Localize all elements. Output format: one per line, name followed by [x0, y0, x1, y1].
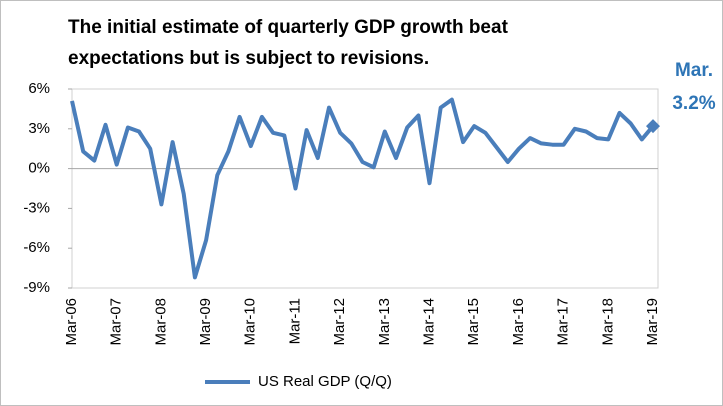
x-tick-label: Mar-18	[599, 298, 616, 346]
x-tick-label: Mar-06	[63, 298, 80, 346]
x-tick-label: Mar-15	[465, 298, 482, 346]
x-tick-label: Mar-11	[286, 298, 303, 344]
x-tick-label: Mar-19	[644, 298, 661, 346]
chart-title: The initial estimate of quarterly GDP gr…	[68, 17, 509, 38]
y-tick-label: -3%	[23, 199, 50, 216]
x-tick-label: Mar-10	[242, 298, 259, 346]
x-tick-label: Mar-13	[376, 298, 393, 346]
x-tick-label: Mar-14	[421, 298, 438, 346]
x-tick-label: Mar-07	[108, 298, 125, 346]
x-tick-label: Mar-16	[510, 298, 527, 346]
annotation: Mar.	[675, 60, 713, 81]
series-line	[70, 97, 655, 280]
y-tick-label: 0%	[28, 160, 50, 177]
last-point-marker	[646, 119, 660, 134]
y-tick-label: 6%	[28, 80, 50, 97]
y-tick-label: -9%	[23, 279, 50, 296]
x-tick-label: Mar-17	[555, 298, 572, 346]
plot-frame	[71, 88, 659, 289]
chart-title: expectations but is subject to revisions…	[68, 48, 429, 69]
x-tick-label: Mar-12	[331, 298, 348, 346]
legend-label: US Real GDP (Q/Q)	[258, 373, 392, 390]
y-tick-label: 3%	[28, 120, 50, 137]
x-tick-label: Mar-08	[152, 298, 169, 346]
x-tick-label: Mar-09	[197, 298, 214, 346]
annotation: 3.2%	[672, 93, 715, 114]
y-tick-label: -6%	[23, 239, 50, 256]
